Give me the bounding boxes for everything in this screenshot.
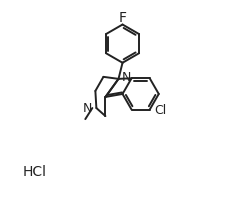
Text: HCl: HCl xyxy=(23,165,47,180)
Text: N: N xyxy=(82,102,92,114)
Text: F: F xyxy=(119,11,127,26)
Text: N: N xyxy=(122,71,131,84)
Text: Cl: Cl xyxy=(155,104,167,117)
